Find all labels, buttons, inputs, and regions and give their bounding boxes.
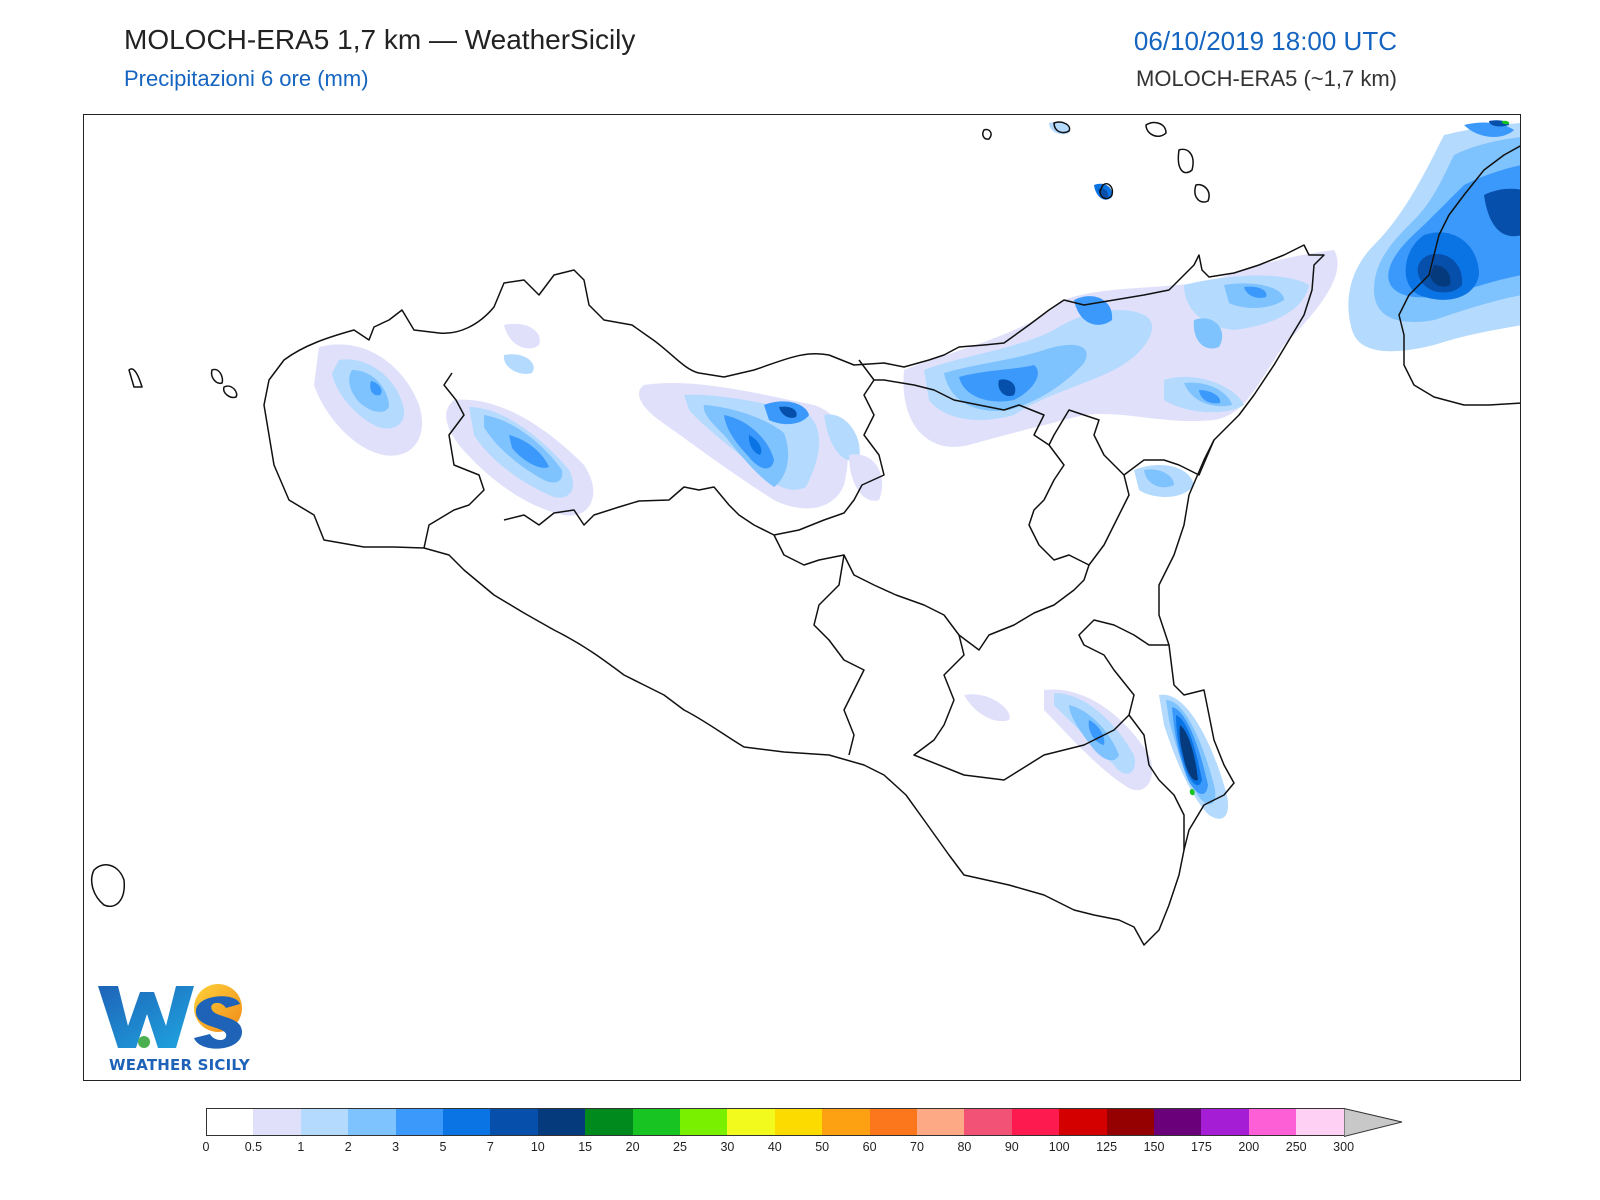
coastline-layer: [91, 121, 1520, 946]
colorbar-swatch: [300, 1108, 349, 1136]
precip-area-center: [639, 383, 883, 509]
province-border-trapani: [423, 372, 485, 549]
province-border-ragusa-siracusa: [913, 619, 1169, 781]
colorbar-tick-label: 250: [1285, 1140, 1307, 1154]
colorbar-swatch: [1059, 1108, 1108, 1136]
colorbar-tick-label: 2: [344, 1140, 352, 1154]
province-border-catania: [1048, 409, 1130, 566]
precipitation-map: [83, 114, 1521, 1081]
colorbar-tick-label: 20: [625, 1140, 640, 1154]
colorbar-swatch: [1106, 1108, 1155, 1136]
colorbar-tick-label: 70: [910, 1140, 924, 1154]
ustica-island: [1099, 183, 1114, 200]
colorbar-swatch: [822, 1108, 871, 1136]
colorbar-tick-label: 0: [202, 1140, 210, 1154]
colorbar-tick-label: 300: [1333, 1140, 1355, 1154]
colorbar-tick-label: 60: [862, 1140, 877, 1154]
province-border-messina: [1123, 439, 1215, 476]
map-canvas: [91, 120, 1520, 946]
colorbar-tick-label: 80: [957, 1140, 972, 1154]
colorbar-tick-label: 30: [720, 1140, 735, 1154]
colorbar-tick-label: 5: [439, 1140, 447, 1154]
colorbar-swatch: [1248, 1108, 1297, 1136]
colorbar-swatch: [585, 1108, 634, 1136]
title-subtitle: Precipitazioni 6 ore (mm): [124, 66, 369, 91]
alicudi-island: [982, 128, 992, 140]
lipari-island: [1177, 148, 1194, 174]
colorbar-swatch: [253, 1108, 302, 1136]
colorbar-swatch: [537, 1108, 586, 1136]
salina-island: [1145, 121, 1167, 137]
colorbar-swatch: [206, 1108, 254, 1136]
province-border-caltanissetta: [773, 534, 865, 756]
colorbar-swatch: [727, 1108, 776, 1136]
precip-area-aeolian: [1049, 122, 1113, 200]
colorbar-swatch: [1011, 1108, 1060, 1136]
precip-area-southeast: [964, 689, 1229, 819]
colorbar-swatch: [1201, 1108, 1250, 1136]
province-border-palermo-agrigento: [503, 359, 885, 536]
colorbar-swatch: [774, 1108, 823, 1136]
colorbar-tick-label: 3: [392, 1140, 400, 1154]
colorbar-tick-label: 1: [297, 1140, 305, 1154]
colorbar-swatch: [632, 1108, 681, 1136]
precip-area-calabria: [1348, 120, 1520, 352]
precip-area-northeast: [903, 250, 1338, 497]
model-label: MOLOCH-ERA5 (~1,7 km): [1136, 66, 1397, 91]
favignana-island: [222, 385, 238, 399]
colorbar-swatch: [869, 1108, 918, 1136]
colorbar-tick-label: 15: [578, 1140, 593, 1154]
colorbar-tick-label: 100: [1048, 1140, 1070, 1154]
pantelleria-island: [91, 864, 125, 907]
colorbar-tick-label: 10: [530, 1140, 545, 1154]
province-border-siracusa-inner: [1128, 714, 1185, 850]
colorbar-tick-label: 0.5: [244, 1140, 263, 1154]
colorbar-swatch: [917, 1108, 965, 1136]
colorbar-swatch: [490, 1108, 539, 1136]
colorbar-swatch: [348, 1108, 397, 1136]
colorbar-swatch: [395, 1108, 444, 1136]
colorbar-tick-label: 90: [1004, 1140, 1019, 1154]
colorbar-swatch: [443, 1108, 491, 1136]
colorbar-swatch: [1154, 1108, 1202, 1136]
vulcano-island: [1194, 183, 1210, 203]
province-border-enna: [843, 379, 1090, 651]
calabria-coastline: [1398, 145, 1520, 406]
colorbar-overflow-arrow: [1343, 1108, 1402, 1138]
title-main: MOLOCH-ERA5 1,7 km — WeatherSicily: [124, 24, 636, 55]
weathersicily-logo: [98, 984, 242, 1049]
colorbar-swatch: [680, 1108, 728, 1136]
colorbar-tick-label: 25: [673, 1140, 687, 1154]
colorbar-swatch: [1296, 1108, 1345, 1136]
valid-datetime: 06/10/2019 18:00 UTC: [1133, 26, 1397, 56]
colorbar-tick-label: 200: [1238, 1140, 1260, 1154]
precipitation-colorbar: 0 0.5 1 2 3 5 7 10 15 20 25 30 40 50 60 70 80 90 100 125 150…: [202, 1108, 1406, 1158]
logo-text: WEATHER SICILY: [109, 1056, 250, 1074]
precip-area-west: [314, 323, 594, 516]
colorbar-swatch: [964, 1108, 1013, 1136]
colorbar-tick-label: 125: [1096, 1140, 1118, 1154]
colorbar-tick-label: 50: [815, 1140, 830, 1154]
colorbar-tick-label: 150: [1143, 1140, 1165, 1154]
sicily-coastline: [263, 244, 1325, 946]
colorbar-tick-label: 40: [767, 1140, 782, 1154]
filicudi-island: [1053, 121, 1071, 134]
colorbar-tick-label: 175: [1190, 1140, 1212, 1154]
levanzo-island: [210, 368, 224, 385]
marettimo-island: [128, 368, 143, 388]
precip-layer: [314, 120, 1520, 819]
colorbar-tick-label: 7: [486, 1140, 494, 1154]
